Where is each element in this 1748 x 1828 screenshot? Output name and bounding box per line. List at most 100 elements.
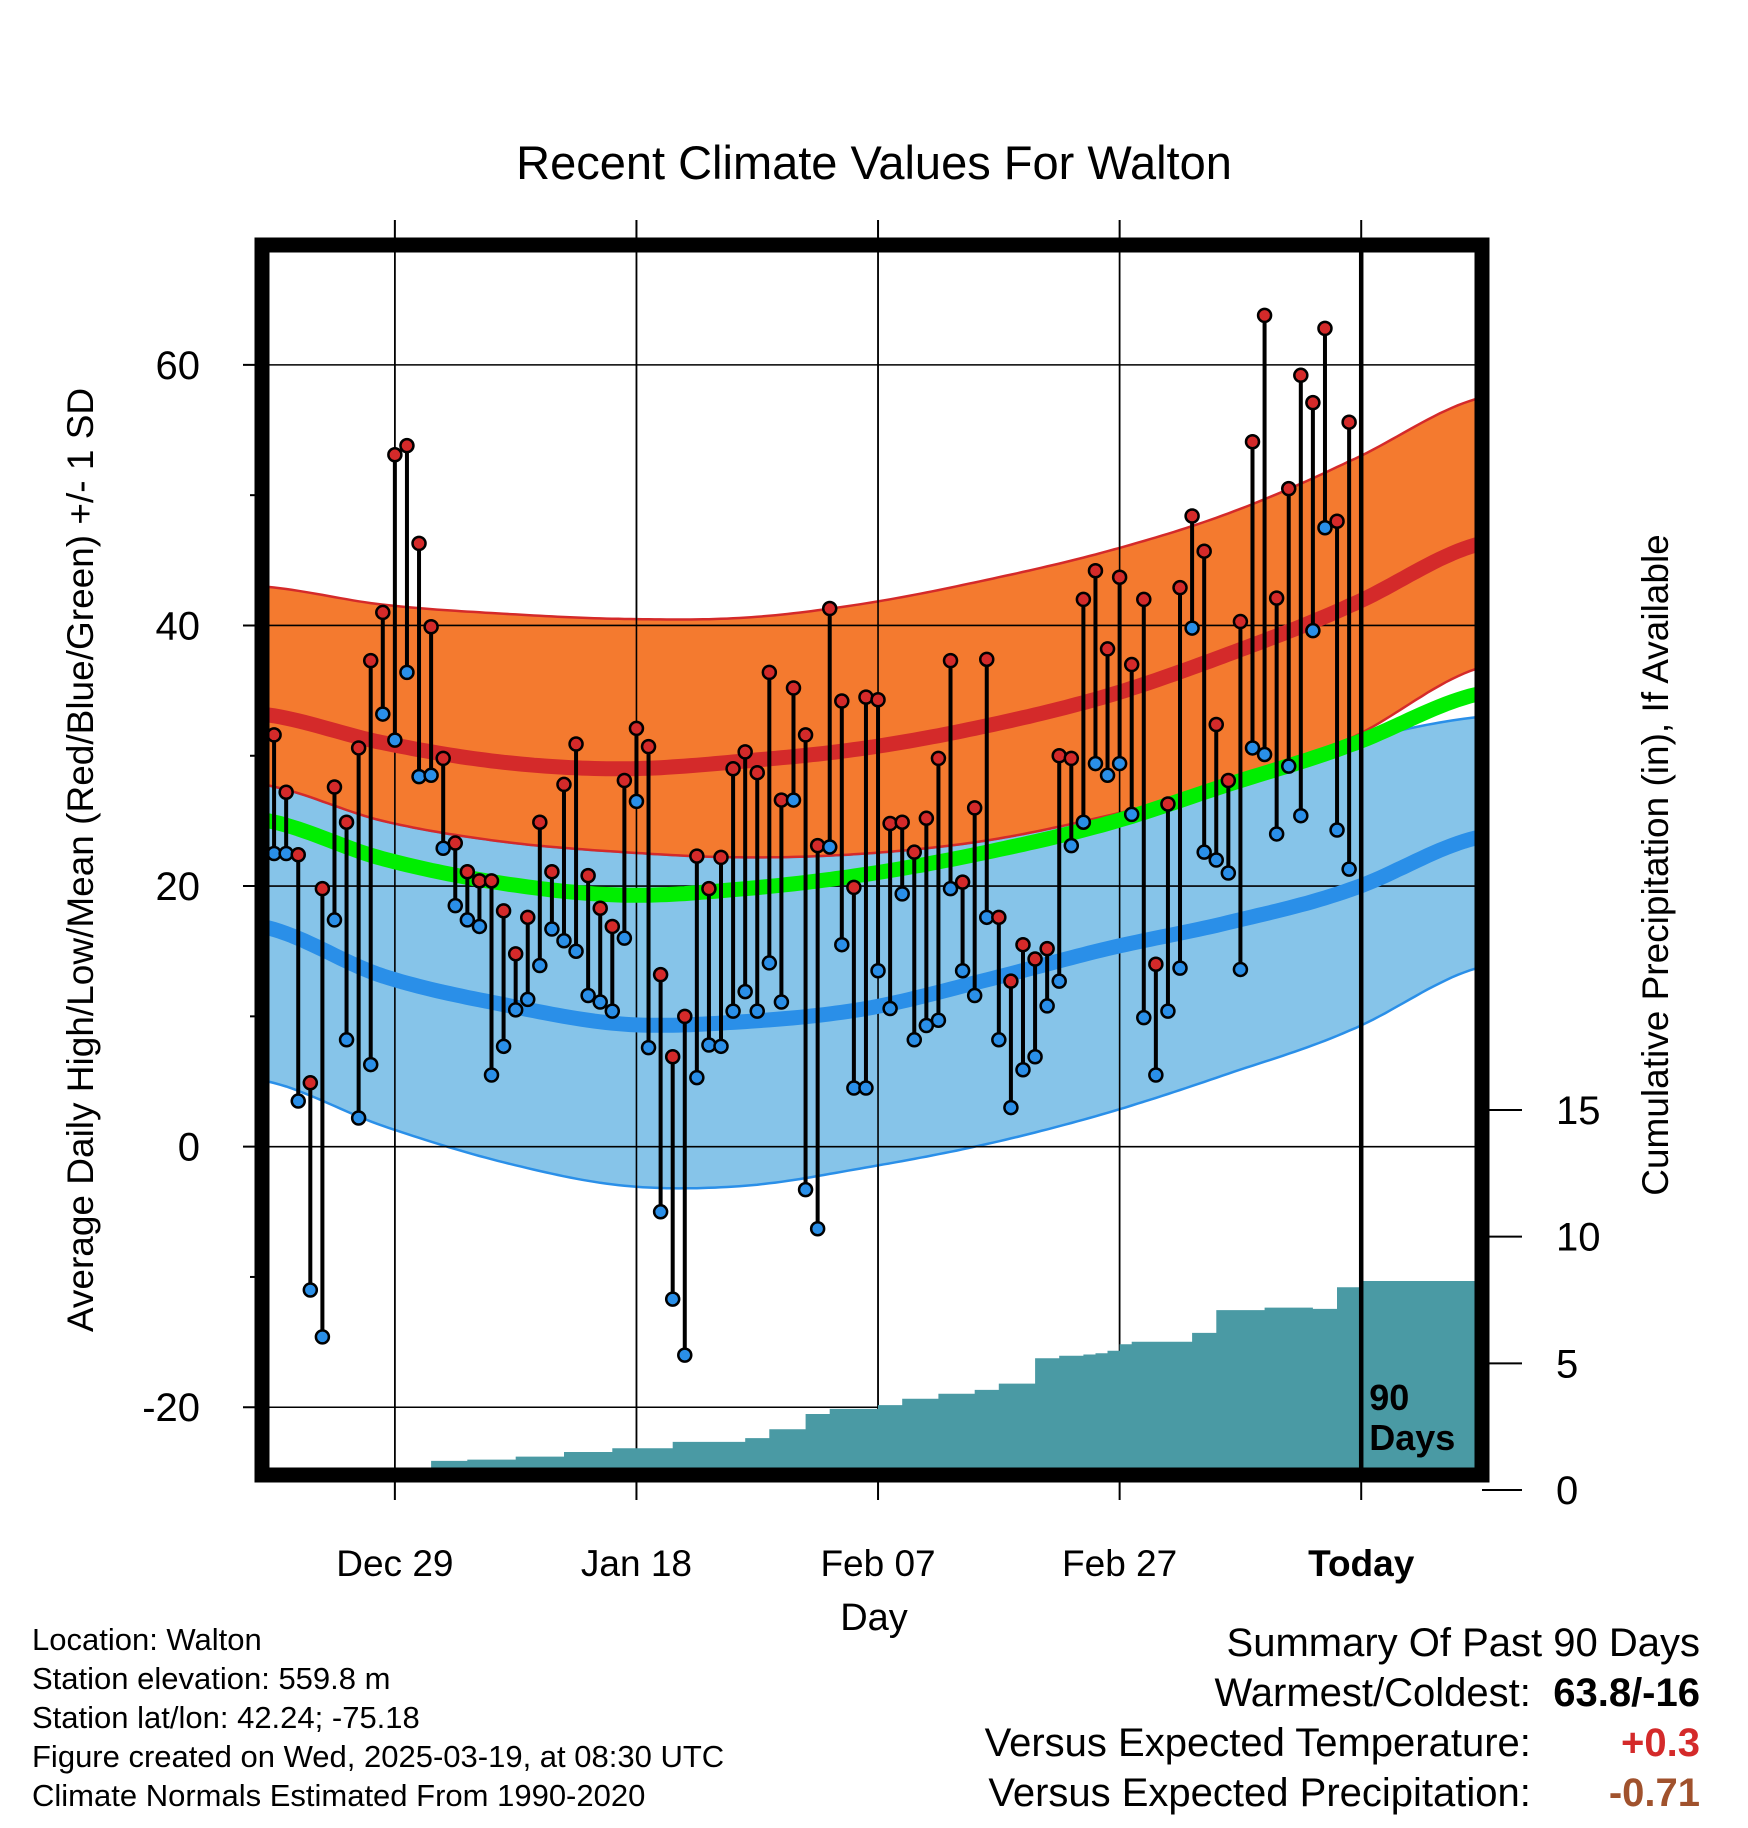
daily-low-point [870, 963, 886, 979]
daily-low-point [1244, 740, 1261, 756]
daily-high-point [991, 909, 1007, 926]
daily-low-point [1329, 822, 1345, 838]
daily-high-point [266, 727, 282, 743]
daily-high-point [544, 863, 560, 880]
temp-anomaly-value: +0.3 [1621, 1721, 1700, 1765]
daily-low-point [495, 1038, 512, 1055]
daily-high-point [725, 761, 741, 777]
precip-anomaly-value: -0.71 [1608, 1771, 1700, 1815]
daily-high-point [326, 779, 343, 795]
daily-low-point [1280, 758, 1297, 774]
daily-high-point [821, 600, 838, 617]
daily-high-point [954, 874, 971, 890]
daily-high-point [1111, 569, 1128, 586]
temp-anomaly-label: Versus Expected Temperature: [984, 1721, 1531, 1765]
daily-high-point [447, 835, 464, 851]
daily-high-point [338, 814, 355, 830]
daily-low-point [797, 1181, 814, 1198]
daily-low-point [930, 1012, 947, 1029]
daily-high-point [652, 966, 669, 983]
daily-high-point [737, 744, 753, 760]
daily-low-point [628, 793, 645, 810]
warmest-value: 63.8/-16 [1553, 1671, 1700, 1715]
daily-low-point [387, 732, 403, 748]
daily-high-point [435, 750, 451, 767]
daily-low-point [942, 880, 959, 897]
daily-low-point [906, 1032, 923, 1048]
daily-high-point [375, 604, 391, 621]
daily-high-point [1087, 562, 1104, 579]
daily-low-point [1172, 960, 1188, 976]
daily-high-point [507, 946, 524, 962]
daily-high-point [580, 867, 596, 884]
daily-high-point [1015, 936, 1031, 953]
daily-low-point [1293, 807, 1309, 824]
daily-low-point [1184, 620, 1200, 636]
daily-low-point [338, 1032, 355, 1048]
daily-low-point [423, 767, 439, 784]
daily-low-point [1003, 1099, 1019, 1116]
daily-low-point [544, 921, 560, 937]
daily-high-point [713, 849, 729, 866]
daily-low-point [991, 1032, 1007, 1048]
daily-high-point [1232, 613, 1249, 630]
daily-low-point [532, 957, 548, 974]
daily-low-point [616, 930, 633, 946]
summary-precip-row: Versus Expected Precipitation: -0.71 [985, 1768, 1700, 1818]
daily-high-point [797, 727, 814, 743]
x-tick-label: Feb 07 [820, 1543, 935, 1584]
daily-high-point [399, 437, 415, 454]
today-days-label: Days [1369, 1417, 1455, 1458]
daily-high-point [556, 776, 572, 793]
daily-high-point [314, 880, 331, 897]
y-tick-label: 20 [156, 865, 201, 909]
daily-low-point [302, 1282, 319, 1298]
daily-low-point [1160, 1003, 1176, 1019]
daily-high-point [785, 680, 802, 696]
daily-high-point [483, 873, 500, 889]
daily-high-point [701, 880, 717, 897]
daily-low-point [689, 1069, 705, 1086]
daily-high-point [1136, 591, 1152, 608]
daily-high-point [387, 447, 403, 463]
daily-low-point [362, 1056, 379, 1073]
daily-high-point [278, 784, 294, 800]
plot-frame [254, 237, 1490, 1483]
daily-low-point [568, 943, 584, 959]
y2-tick-label: 15 [1556, 1089, 1601, 1133]
daily-low-point [519, 991, 536, 1008]
y2-tick-label: 5 [1556, 1342, 1578, 1386]
daily-high-point [1075, 591, 1092, 608]
daily-high-point [1329, 513, 1345, 529]
daily-low-point [399, 664, 415, 681]
summary-warmest-row: Warmest/Coldest: 63.8/-16 [985, 1668, 1701, 1718]
daily-low-point [326, 912, 343, 928]
daily-high-point [1063, 750, 1080, 767]
normal-low-line [262, 829, 1482, 1033]
y2-axis-label: Cumulative Precipitation (in), If Availa… [1635, 534, 1676, 1196]
daily-high-point [979, 651, 995, 668]
daily-high-point [290, 847, 306, 863]
station-info: Location: Walton Station elevation: 559.… [32, 1620, 724, 1815]
daily-high-point [532, 814, 548, 830]
daily-low-point [1305, 622, 1321, 639]
precip-anomaly-label: Versus Expected Precipitation: [988, 1771, 1531, 1815]
daily-high-point [1305, 394, 1321, 411]
daily-low-point [1341, 861, 1357, 877]
daily-low-point [1317, 519, 1333, 536]
daily-low-point [677, 1347, 693, 1363]
daily-high-point [846, 879, 862, 896]
high-sd-band [262, 396, 1482, 859]
daily-high-point [1027, 951, 1043, 967]
daily-high-point [1293, 367, 1309, 384]
daily-low-point [1136, 1009, 1152, 1026]
y-tick-label: 60 [156, 344, 201, 388]
daily-high-point [1148, 956, 1164, 972]
daily-high-point [1268, 590, 1285, 606]
daily-low-point [314, 1329, 331, 1345]
daily-low-point [507, 1002, 524, 1018]
daily-low-point [1087, 755, 1104, 772]
daily-low-point [664, 1291, 681, 1307]
daily-high-point [459, 863, 476, 880]
